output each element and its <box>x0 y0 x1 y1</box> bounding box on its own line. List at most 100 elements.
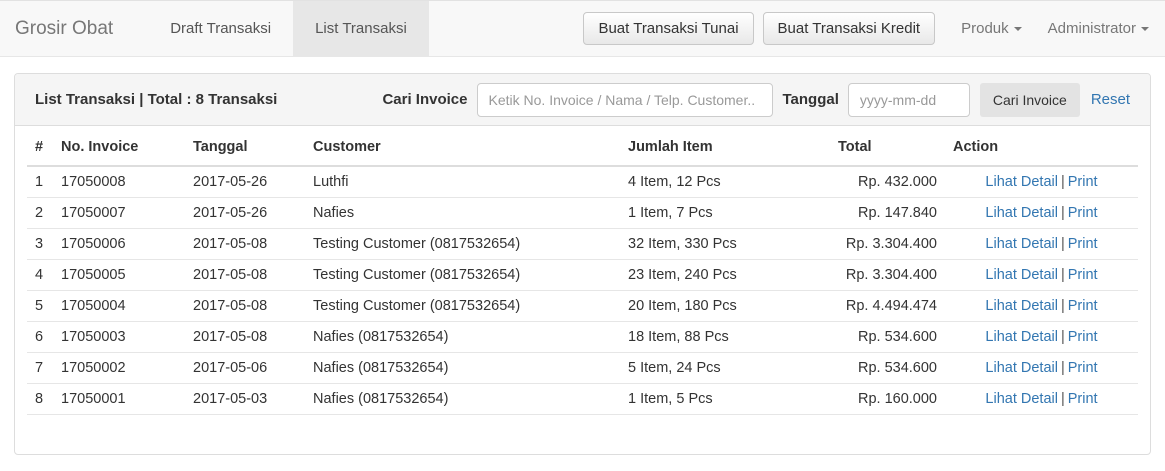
cell-items: 20 Item, 180 Pcs <box>620 290 830 322</box>
cell-number: 1 <box>27 166 53 198</box>
table-row: 3 17050006 2017-05-08 Testing Customer (… <box>27 228 1138 260</box>
action-separator: | <box>1060 391 1065 407</box>
date-input[interactable] <box>847 82 970 117</box>
print-link[interactable]: Print <box>1067 205 1098 221</box>
cell-customer: Nafies (0817532654) <box>305 321 620 353</box>
lihat-detail-link[interactable]: Lihat Detail <box>985 205 1058 221</box>
produk-dropdown-label: Produk <box>961 20 1009 37</box>
action-separator: | <box>1060 329 1065 345</box>
nav-tabs: Draft Transaksi List Transaksi <box>148 1 429 56</box>
cell-action: Lihat Detail | Print <box>945 197 1138 229</box>
table-row: 4 17050005 2017-05-08 Testing Customer (… <box>27 259 1138 291</box>
table-body: 1 17050008 2017-05-26 Luthfi 4 Item, 12 … <box>27 166 1138 415</box>
action-separator: | <box>1060 298 1065 314</box>
cell-customer: Luthfi <box>305 166 620 198</box>
cell-items: 4 Item, 12 Pcs <box>620 166 830 198</box>
invoice-search-input[interactable] <box>476 82 773 117</box>
cari-invoice-label: Cari Invoice <box>382 91 468 108</box>
header-no-invoice: No. Invoice <box>53 126 185 167</box>
cell-invoice: 17050001 <box>53 383 185 415</box>
lihat-detail-link[interactable]: Lihat Detail <box>985 298 1058 314</box>
cell-total: Rp. 160.000 <box>830 383 945 415</box>
tab-draft-transaksi[interactable]: Draft Transaksi <box>170 20 272 37</box>
table-row: 7 17050002 2017-05-06 Nafies (0817532654… <box>27 352 1138 384</box>
print-link[interactable]: Print <box>1067 267 1098 283</box>
cell-action: Lihat Detail | Print <box>945 383 1138 415</box>
action-separator: | <box>1060 236 1065 252</box>
administrator-dropdown-label: Administrator <box>1047 20 1136 37</box>
table-header: # No. Invoice Tanggal Customer Jumlah It… <box>27 126 1138 167</box>
cell-total: Rp. 534.600 <box>830 321 945 353</box>
print-link[interactable]: Print <box>1067 298 1098 314</box>
cell-date: 2017-05-26 <box>185 166 305 198</box>
header-action: Action <box>945 126 1138 167</box>
panel-title: List Transaksi | Total : 8 Transaksi <box>35 91 278 108</box>
cell-invoice: 17050003 <box>53 321 185 353</box>
print-link[interactable]: Print <box>1067 360 1098 376</box>
cell-date: 2017-05-26 <box>185 197 305 229</box>
cari-invoice-button[interactable]: Cari Invoice <box>979 82 1080 117</box>
lihat-detail-link[interactable]: Lihat Detail <box>985 391 1058 407</box>
table-row: 5 17050004 2017-05-08 Testing Customer (… <box>27 290 1138 322</box>
cell-date: 2017-05-08 <box>185 321 305 353</box>
lihat-detail-link[interactable]: Lihat Detail <box>985 267 1058 283</box>
cell-invoice: 17050005 <box>53 259 185 291</box>
print-link[interactable]: Print <box>1067 174 1098 190</box>
produk-dropdown[interactable]: Produk <box>961 20 1022 37</box>
cell-date: 2017-05-08 <box>185 259 305 291</box>
header-total: Total <box>830 126 945 167</box>
print-link[interactable]: Print <box>1067 236 1098 252</box>
cell-total: Rp. 147.840 <box>830 197 945 229</box>
navbar-right: Buat Transaksi Tunai Buat Transaksi Kred… <box>574 1 1165 56</box>
cell-number: 3 <box>27 228 53 260</box>
cell-number: 8 <box>27 383 53 415</box>
buat-transaksi-kredit-button[interactable]: Buat Transaksi Kredit <box>762 12 936 45</box>
action-separator: | <box>1060 174 1065 190</box>
tab-list-transaksi[interactable]: List Transaksi <box>293 1 429 56</box>
cell-number: 4 <box>27 259 53 291</box>
cell-date: 2017-05-06 <box>185 352 305 384</box>
cell-customer: Nafies <box>305 197 620 229</box>
cell-customer: Testing Customer (0817532654) <box>305 228 620 260</box>
cell-action: Lihat Detail | Print <box>945 290 1138 322</box>
lihat-detail-link[interactable]: Lihat Detail <box>985 329 1058 345</box>
print-link[interactable]: Print <box>1067 391 1098 407</box>
cell-action: Lihat Detail | Print <box>945 352 1138 384</box>
cell-number: 6 <box>27 321 53 353</box>
table-row: 2 17050007 2017-05-26 Nafies 1 Item, 7 P… <box>27 197 1138 229</box>
cell-date: 2017-05-03 <box>185 383 305 415</box>
cell-customer: Nafies (0817532654) <box>305 383 620 415</box>
lihat-detail-link[interactable]: Lihat Detail <box>985 360 1058 376</box>
cell-customer: Testing Customer (0817532654) <box>305 290 620 322</box>
print-link[interactable]: Print <box>1067 329 1098 345</box>
cell-invoice: 17050002 <box>53 352 185 384</box>
reset-link[interactable]: Reset <box>1090 91 1130 108</box>
table-row: 8 17050001 2017-05-03 Nafies (0817532654… <box>27 383 1138 415</box>
buat-transaksi-tunai-button[interactable]: Buat Transaksi Tunai <box>583 12 754 45</box>
header-number: # <box>27 126 53 167</box>
table-row: 1 17050008 2017-05-26 Luthfi 4 Item, 12 … <box>27 166 1138 198</box>
cell-items: 32 Item, 330 Pcs <box>620 228 830 260</box>
cell-invoice: 17050006 <box>53 228 185 260</box>
cell-invoice: 17050004 <box>53 290 185 322</box>
cell-date: 2017-05-08 <box>185 290 305 322</box>
table-row: 6 17050003 2017-05-08 Nafies (0817532654… <box>27 321 1138 353</box>
action-separator: | <box>1060 267 1065 283</box>
action-separator: | <box>1060 360 1065 376</box>
cell-total: Rp. 3.304.400 <box>830 259 945 291</box>
cell-invoice: 17050007 <box>53 197 185 229</box>
administrator-dropdown[interactable]: Administrator <box>1048 20 1149 37</box>
brand-link[interactable]: Grosir Obat <box>15 17 114 39</box>
cell-total: Rp. 3.304.400 <box>830 228 945 260</box>
header-customer: Customer <box>305 126 620 167</box>
lihat-detail-link[interactable]: Lihat Detail <box>985 174 1058 190</box>
header-jumlah-item: Jumlah Item <box>620 126 830 167</box>
cell-number: 2 <box>27 197 53 229</box>
cell-items: 5 Item, 24 Pcs <box>620 352 830 384</box>
cell-total: Rp. 534.600 <box>830 352 945 384</box>
panel-body: # No. Invoice Tanggal Customer Jumlah It… <box>15 126 1150 415</box>
transactions-table: # No. Invoice Tanggal Customer Jumlah It… <box>27 126 1138 415</box>
action-separator: | <box>1060 205 1065 221</box>
cell-invoice: 17050008 <box>53 166 185 198</box>
lihat-detail-link[interactable]: Lihat Detail <box>985 236 1058 252</box>
